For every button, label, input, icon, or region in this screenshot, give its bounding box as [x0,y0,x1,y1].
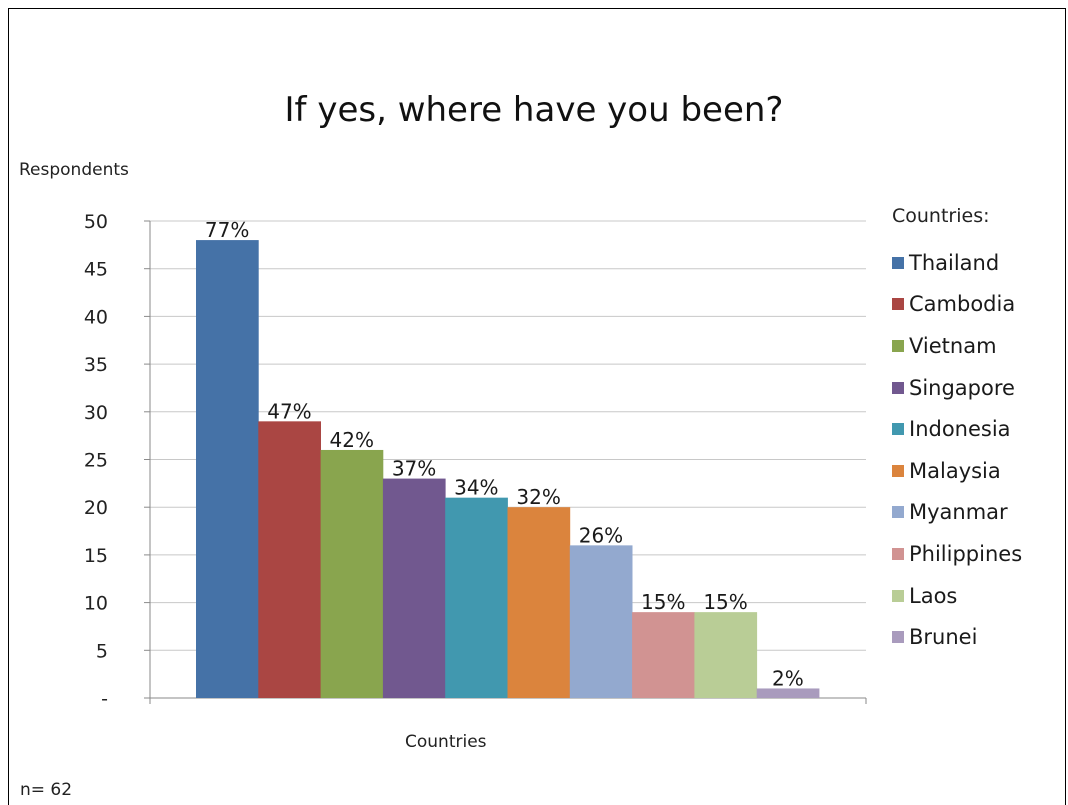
y-tick-label: 10 [84,593,108,615]
legend-swatch [892,298,904,311]
data-label-thailand: 77% [205,218,249,242]
bar-indonesia [445,497,508,698]
legend-item-thailand: Thailand [892,242,1022,284]
legend-swatch [892,589,904,602]
legend-swatch [892,423,904,436]
data-label-philippines: 15% [641,590,685,614]
bar-cambodia [258,421,321,698]
data-label-laos: 15% [703,590,747,614]
legend-title: Countries: [892,205,990,227]
data-label-singapore: 37% [392,457,436,481]
legend-swatch [892,547,904,560]
y-tick-label: 20 [84,497,108,519]
legend-swatch [892,256,904,269]
y-tick-label: 40 [84,306,108,328]
y-axis-label: Respondents [19,160,129,180]
y-tick-label: 5 [96,640,108,662]
legend-label: Vietnam [909,333,997,358]
bar-singapore [382,478,446,698]
data-label-cambodia: 47% [267,399,311,423]
y-tick-label: 35 [84,354,108,376]
legend-item-vietnam: Vietnam [892,325,1022,367]
sample-size-note: n= 62 [20,780,73,800]
legend-item-myanmar: Myanmar [892,492,1022,534]
legend-item-cambodia: Cambodia [892,284,1022,326]
legend: Thailand Cambodia Vietnam Singapore Indonesi… [892,242,1022,658]
data-label-brunei: 2% [772,666,804,690]
legend-item-indonesia: Indonesia [892,408,1022,450]
y-tick-label: 30 [84,402,108,424]
bar-myanmar [569,545,633,698]
legend-swatch [892,339,904,352]
y-tick-label: 15 [84,545,108,567]
legend-label: Laos [909,583,958,608]
bar-thailand [196,240,259,698]
legend-swatch [892,381,904,394]
legend-label: Indonesia [909,417,1011,442]
legend-label: Singapore [909,375,1015,400]
data-label-malaysia: 32% [516,485,560,509]
data-label-vietnam: 42% [330,428,374,452]
legend-swatch [892,506,904,519]
y-tick-label: 25 [84,450,108,472]
bar-laos [694,612,758,698]
y-tick-label: - [101,688,108,710]
legend-item-brunei: Brunei [892,616,1022,658]
legend-label: Philippines [909,541,1023,566]
bar-philippines [632,612,695,698]
legend-label: Brunei [909,625,978,650]
legend-swatch [892,464,904,477]
data-label-indonesia: 34% [454,476,498,500]
legend-item-singapore: Singapore [892,367,1022,409]
bar-vietnam [320,449,384,698]
data-label-myanmar: 26% [579,523,623,547]
legend-label: Myanmar [909,500,1008,525]
y-tick-label: 50 [84,211,108,233]
legend-label: Cambodia [909,292,1016,317]
legend-item-laos: Laos [892,575,1022,617]
legend-item-philippines: Philippines [892,533,1022,575]
legend-item-malaysia: Malaysia [892,450,1022,492]
chart-title: If yes, where have you been? [284,90,784,130]
legend-label: Malaysia [909,458,1001,483]
legend-swatch [892,631,904,644]
x-axis-label: Countries [405,732,487,752]
bar-brunei [756,688,820,698]
legend-label: Thailand [909,250,1000,275]
y-tick-label: 45 [84,259,108,281]
bar-malaysia [507,507,571,698]
